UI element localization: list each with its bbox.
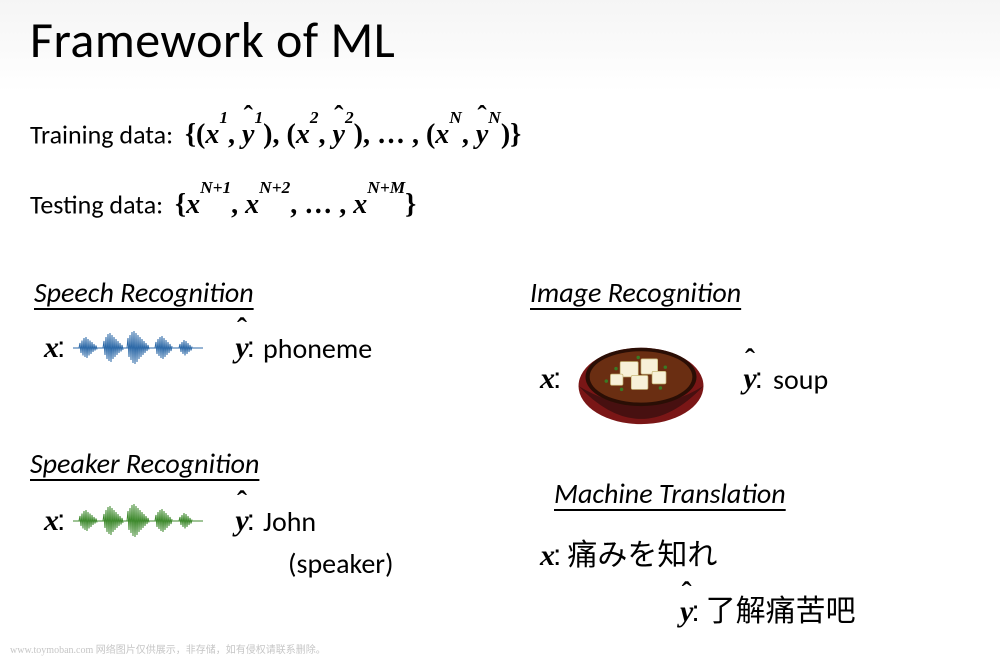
mt-input: x: 痛みを知れ	[540, 530, 717, 574]
testing-data-line: Testing data: {xN+1, xN+2, … , xN+M}	[30, 188, 416, 221]
training-label: Training data:	[30, 118, 173, 150]
testing-label: Testing data:	[30, 188, 163, 220]
speaker-sublabel: (speaker)	[288, 546, 394, 581]
hdr-speaker-recognition: Speaker Recognition	[30, 446, 259, 481]
page-title: Framework of ML	[30, 10, 395, 71]
hdr-speech-recognition: Speech Recognition	[34, 275, 254, 310]
image-output: soup	[773, 362, 828, 397]
training-math: {(x1, y1), (x2, y2), … , (xN, yN)}	[185, 119, 521, 150]
waveform-icon	[73, 498, 203, 544]
slide: Framework of ML Training data: {(x1, y1)…	[0, 0, 1000, 660]
hdr-machine-translation: Machine Translation	[554, 476, 786, 511]
training-data-line: Training data: {(x1, y1), (x2, y2), … , …	[30, 118, 521, 151]
testing-math: {xN+1, xN+2, … , xN+M}	[175, 189, 416, 220]
speech-output: phoneme	[263, 331, 372, 366]
speech-example: x: y: phoneme	[44, 325, 372, 371]
hdr-image-recognition: Image Recognition	[530, 275, 741, 310]
mt-output: y: 了解痛苦吧	[680, 586, 856, 630]
watermark-text: www.toymoban.com 网络图片仅供展示，非存储，如有侵权请联系删除。	[10, 641, 326, 656]
speaker-example: x: y: John	[44, 498, 316, 544]
soup-bowl-icon	[571, 320, 711, 438]
image-example: x: y: soup	[540, 320, 828, 438]
waveform-icon	[73, 325, 203, 371]
speaker-output: John	[263, 504, 316, 539]
